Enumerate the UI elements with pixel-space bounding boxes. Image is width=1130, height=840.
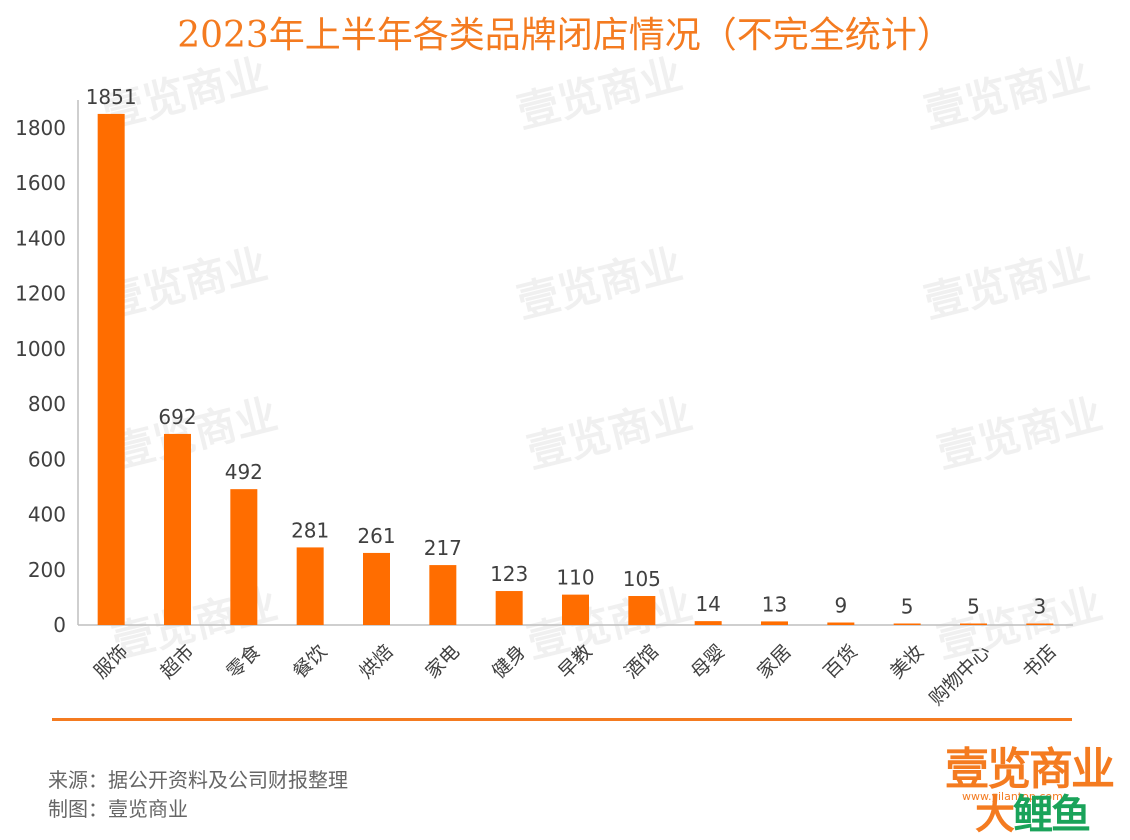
- bar: [761, 621, 788, 625]
- y-tick-label: 800: [28, 392, 66, 416]
- site-watermark-logo: 大鲤鱼: [975, 782, 1091, 840]
- maker-note: 制图：壹览商业: [48, 797, 188, 821]
- data-label: 261: [357, 524, 395, 548]
- bar-chart: 0 200 400 600 800 1000 1200 1400 1600 1800 服饰 超市 零食…: [15, 85, 1073, 710]
- y-tick-label: 1600: [15, 171, 66, 195]
- bar: [628, 596, 656, 625]
- bar: [495, 591, 523, 625]
- x-tick-label: 服饰: [90, 641, 132, 683]
- x-tick-label: 家居: [753, 641, 795, 683]
- data-label: 105: [623, 567, 661, 591]
- y-tick-label: 1800: [15, 116, 66, 140]
- x-tick-label: 超市: [156, 641, 198, 683]
- data-label: 9: [834, 594, 847, 618]
- x-tick-label: 零食: [223, 641, 265, 683]
- x-tick-label: 家电: [422, 641, 464, 683]
- data-label: 5: [967, 595, 980, 619]
- bar: [694, 621, 722, 625]
- data-label: 14: [695, 592, 720, 616]
- bar: [893, 623, 921, 625]
- data-label: 692: [158, 405, 196, 429]
- footer-divider: [52, 718, 1072, 721]
- y-axis: 0 200 400 600 800 1000 1200 1400 1600 1800: [15, 100, 79, 637]
- data-label: 1851: [86, 85, 137, 109]
- y-tick-label: 0: [53, 613, 66, 637]
- site-mark-part2: 鲤鱼: [1013, 792, 1091, 838]
- bar: [562, 594, 589, 625]
- y-tick-label: 200: [28, 558, 66, 582]
- y-tick-label: 600: [28, 447, 66, 471]
- x-tick-label: 美妆: [886, 641, 928, 683]
- x-tick-label: 健身: [488, 641, 530, 683]
- x-tick-label: 书店: [1019, 641, 1061, 683]
- bar: [1026, 623, 1054, 625]
- x-tick-label: 餐饮: [289, 641, 331, 683]
- x-tick-label: 烘焙: [355, 641, 397, 683]
- data-label: 217: [424, 536, 462, 560]
- bar: [960, 623, 987, 625]
- bar: [230, 489, 258, 625]
- site-mark-part1: 大: [975, 792, 1015, 838]
- data-label: 492: [225, 460, 263, 484]
- bar: [97, 113, 125, 625]
- brand-url: www.yilantop.com: [962, 790, 1063, 803]
- chart-title: 2023年上半年各类品牌闭店情况（不完全统计）: [177, 15, 953, 56]
- bar: [429, 565, 457, 625]
- data-labels-group: 1851 692 492 281 261 217 123 110 105 14 13 9 5 5 3: [86, 85, 1046, 619]
- y-tick-label: 400: [28, 503, 66, 527]
- data-label: 123: [490, 562, 528, 586]
- y-tick-label: 1400: [15, 226, 66, 250]
- bar: [363, 552, 390, 625]
- y-tick-label: 1200: [15, 282, 66, 306]
- bar: [296, 547, 324, 625]
- x-tick-label: 母婴: [687, 641, 729, 683]
- data-label: 281: [291, 518, 329, 542]
- data-label: 110: [556, 566, 594, 590]
- y-tick-label: 1000: [15, 337, 66, 361]
- bar: [827, 622, 855, 625]
- bar: [164, 433, 191, 625]
- x-tick-label: 早教: [554, 641, 596, 683]
- source-note: 来源：据公开资料及公司财报整理: [48, 768, 348, 792]
- x-tick-label: 百货: [820, 641, 862, 683]
- x-tick-label: 购物中心: [925, 641, 994, 710]
- data-label: 5: [901, 595, 914, 619]
- x-tick-label: 酒馆: [621, 641, 663, 683]
- brand-logo: 壹览商业: [945, 744, 1115, 795]
- bars-group: [97, 113, 1054, 625]
- data-label: 13: [762, 592, 787, 616]
- data-label: 3: [1033, 595, 1046, 619]
